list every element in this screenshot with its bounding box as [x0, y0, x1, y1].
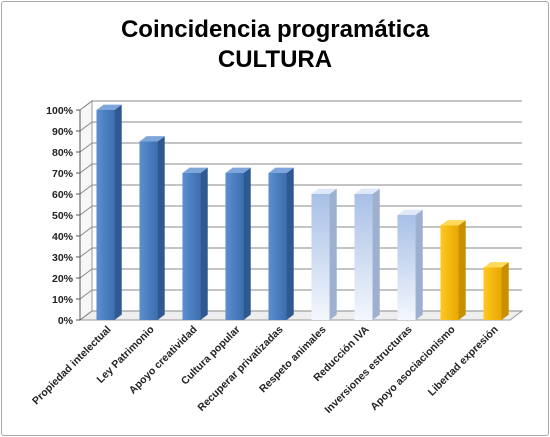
gridline-depth [79, 289, 93, 300]
gridline-depth [79, 142, 93, 153]
y-tick-label: 20% [52, 273, 74, 285]
bars [96, 104, 509, 320]
gridline-depth [79, 184, 93, 195]
x-tick-label: Inversiones estructuras [322, 324, 414, 416]
chart-title: Coincidencia programática [120, 16, 430, 43]
bar-front [397, 215, 416, 320]
bar-side [114, 104, 122, 320]
bar [483, 262, 509, 320]
bar-top [397, 209, 423, 215]
x-tick-label: Propiedad intelectual [30, 324, 114, 408]
y-tick-label: 80% [52, 147, 74, 159]
bar-top [440, 220, 466, 226]
gridline-depth [79, 226, 93, 237]
bar-front [483, 267, 502, 320]
bar [440, 220, 466, 320]
bar [225, 167, 251, 320]
bar-front [182, 173, 201, 320]
bar-top [139, 136, 165, 142]
bar-front [225, 173, 244, 320]
chart-subtitle: CULTURA [217, 46, 333, 73]
bar-side [286, 167, 294, 320]
y-tick-label: 60% [52, 189, 74, 201]
bar-front [96, 110, 115, 320]
bar [96, 104, 122, 320]
bar-side [458, 220, 466, 320]
bar-side [372, 188, 380, 320]
gridline-depth [79, 205, 93, 216]
y-tick-label: 70% [52, 168, 74, 180]
bar-top [268, 167, 294, 173]
bar-top [225, 167, 251, 173]
bar-side [243, 167, 251, 320]
bar-front [139, 141, 158, 320]
y-tick-label: 40% [52, 231, 74, 243]
y-tick-label: 30% [52, 252, 74, 264]
bar [354, 188, 380, 320]
bar-top [311, 188, 337, 194]
bar-top [96, 104, 122, 110]
gridline-depth [79, 310, 93, 321]
gridline-depth [79, 163, 93, 174]
y-tick-label: 10% [52, 294, 74, 306]
bar-front [268, 173, 287, 320]
bar-front [354, 194, 373, 320]
bar [397, 209, 423, 320]
bar-side [157, 136, 165, 320]
y-tick-label: 0% [58, 315, 74, 327]
bar [182, 167, 208, 320]
bar-top [483, 262, 509, 268]
bar [311, 188, 337, 320]
bar-side [501, 262, 509, 320]
bar [139, 136, 165, 320]
gridline-depth [79, 100, 93, 111]
y-tick-label: 90% [52, 126, 74, 138]
x-tick-label: Apoyo asociacionismo [368, 324, 457, 413]
bar-top [182, 167, 208, 173]
bar-front [311, 194, 330, 320]
gridline-depth [79, 247, 93, 258]
bar-side [329, 188, 337, 320]
y-tick-label: 100% [46, 105, 74, 117]
gridline-depth [79, 121, 93, 132]
x-tick-label: Recuperar privatizadas [195, 324, 285, 414]
y-tick-label: 50% [52, 210, 74, 222]
bar-top [354, 188, 380, 194]
bar-side [415, 209, 423, 320]
bar-front [440, 225, 459, 320]
y-axis: 0% 10% 20% 30% 40% 50% 60% 70% 80% 90% 100% [46, 105, 81, 327]
bar-side [200, 167, 208, 320]
gridline-depth [79, 268, 93, 279]
bar [268, 167, 294, 320]
